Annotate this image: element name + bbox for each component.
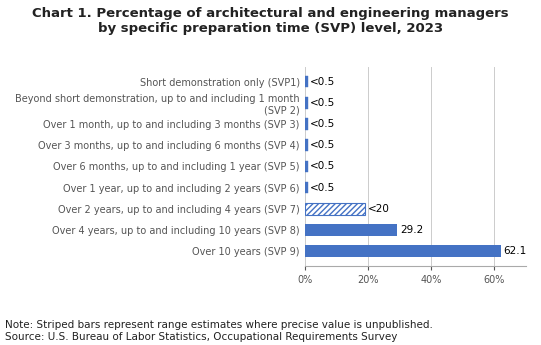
- Bar: [305, 182, 308, 194]
- Text: Note: Striped bars represent range estimates where precise value is unpublished.: Note: Striped bars represent range estim…: [5, 320, 433, 342]
- Text: <0.5: <0.5: [310, 161, 335, 171]
- Text: <0.5: <0.5: [310, 140, 335, 150]
- Text: <20: <20: [368, 204, 390, 214]
- Bar: [305, 203, 365, 215]
- Bar: [305, 245, 501, 257]
- Text: <0.5: <0.5: [310, 77, 335, 87]
- Bar: [305, 139, 308, 151]
- Bar: [305, 118, 308, 130]
- Text: <0.5: <0.5: [310, 119, 335, 129]
- Bar: [305, 224, 397, 236]
- Bar: [305, 76, 308, 88]
- Text: <0.5: <0.5: [310, 98, 335, 108]
- Text: 62.1: 62.1: [504, 246, 527, 256]
- Text: <0.5: <0.5: [310, 183, 335, 193]
- Bar: [305, 161, 308, 172]
- Text: Chart 1. Percentage of architectural and engineering managers
by specific prepar: Chart 1. Percentage of architectural and…: [32, 7, 509, 35]
- Text: 29.2: 29.2: [400, 225, 423, 235]
- Bar: [305, 97, 308, 109]
